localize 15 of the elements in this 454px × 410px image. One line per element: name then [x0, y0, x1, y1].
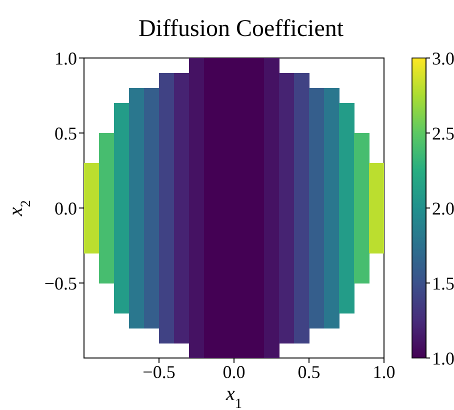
- x-tick-label: −0.5: [142, 362, 176, 382]
- color-bar-label: 3.0: [432, 48, 454, 68]
- color-bar-label: 2.5: [432, 123, 454, 144]
- chart-title: Diffusion Coefficient: [137, 16, 345, 43]
- y-tick-label: 1.0: [54, 48, 77, 68]
- x-tick-label: 0.0: [222, 362, 246, 382]
- color-bar-label: 1.0: [432, 348, 454, 368]
- y-tick-label: 0.5: [54, 123, 77, 144]
- y-tick-label: 0.0: [54, 198, 77, 218]
- color-bar-label: 1.5: [432, 273, 454, 294]
- x-tick-label: 0.5: [298, 362, 320, 382]
- y-tick-label: −0.5: [44, 273, 77, 294]
- x-axis-title: x$_{1}$: [225, 383, 242, 410]
- color-bar-label: 2.0: [432, 198, 454, 218]
- x-tick-label: 1.0: [372, 362, 396, 382]
